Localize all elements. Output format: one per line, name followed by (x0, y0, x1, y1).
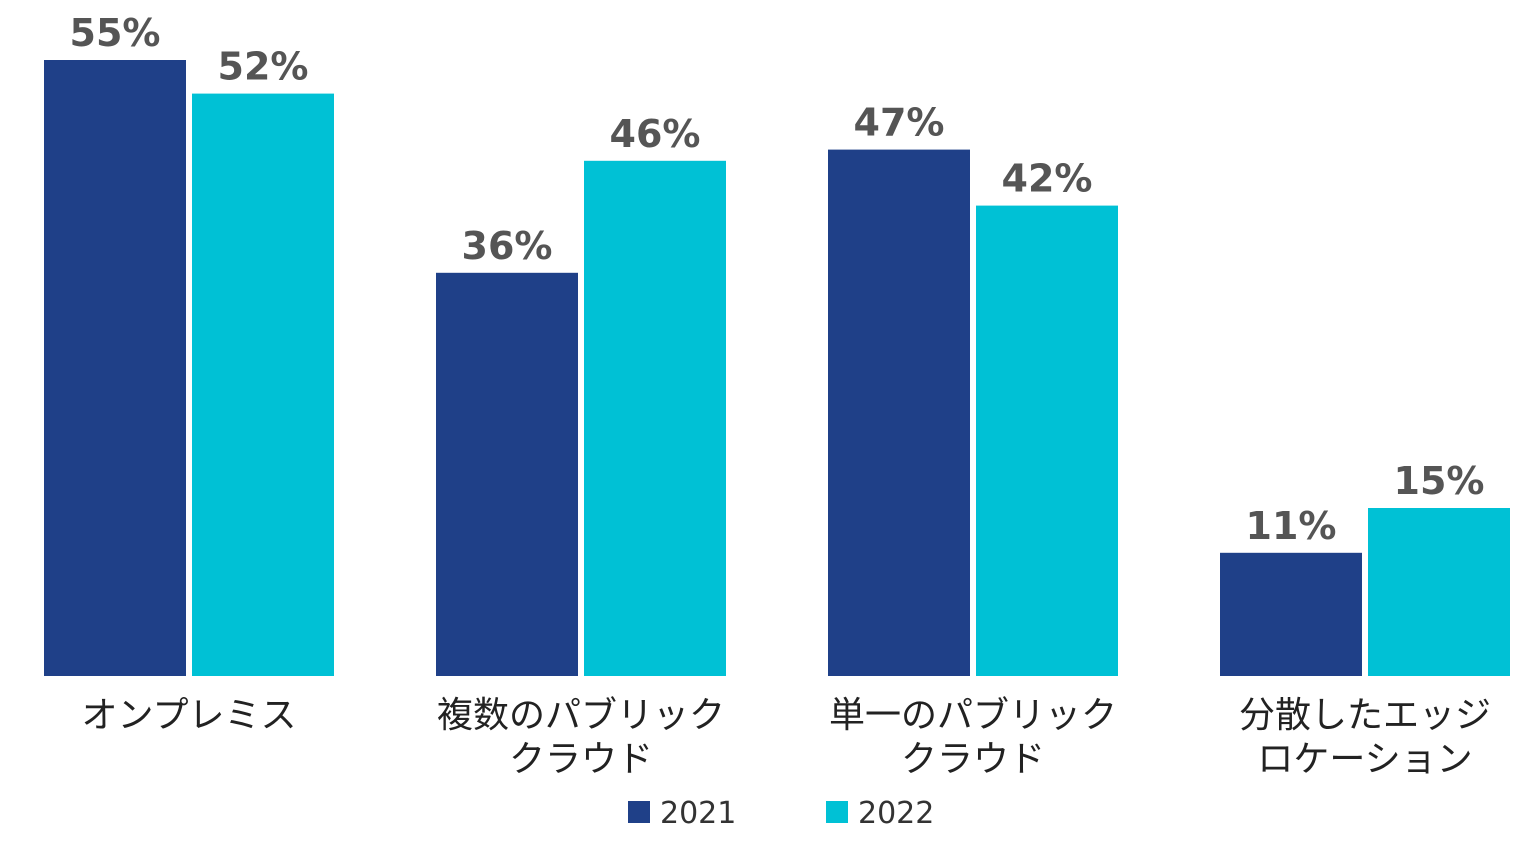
value-labels-group: 55% 52% 36% 46% 47% 42% 11% 15% (70, 11, 1485, 548)
bar-2022-3 (1368, 508, 1510, 676)
value-label-2022-0: 52% (218, 45, 309, 89)
category-labels-group: オンプレミス 複数のパブリッククラウド単一のパブリッククラウド分散したエッジロケー… (82, 695, 1491, 780)
category-label-1-0: 複数のパブリック (437, 695, 725, 736)
legend-label-2021: 2021 (660, 796, 736, 831)
value-label-2022-3: 15% (1394, 459, 1485, 503)
category-label-2-0: 単一のパブリック (829, 695, 1117, 736)
bar-2021-0 (44, 60, 186, 676)
value-label-2021-0: 55% (70, 11, 161, 55)
category-label-1-1: クラウド (509, 739, 653, 780)
bar-2022-0 (192, 93, 334, 677)
value-label-2021-2: 47% (854, 101, 945, 145)
bars-group (44, 60, 1510, 677)
value-label-2022-1: 46% (610, 112, 701, 156)
legend-swatch-2022 (826, 801, 848, 823)
category-label-0-0: オンプレミス (82, 695, 297, 736)
category-label-3-1: ロケーション (1257, 739, 1472, 780)
value-label-2021-3: 11% (1246, 504, 1337, 548)
category-label-2-1: クラウド (901, 739, 1045, 780)
category-label-3-0: 分散したエッジ (1239, 695, 1491, 736)
bar-2022-1 (584, 160, 726, 677)
value-label-2022-2: 42% (1002, 157, 1093, 201)
bar-2021-2 (828, 149, 970, 677)
bar-2021-3 (1220, 552, 1362, 676)
legend: 2021 2022 (628, 796, 934, 831)
legend-swatch-2021 (628, 801, 650, 823)
legend-label-2022: 2022 (858, 796, 934, 831)
bar-2022-2 (976, 205, 1118, 676)
bar-2021-1 (436, 272, 578, 676)
value-label-2021-1: 36% (462, 224, 553, 268)
